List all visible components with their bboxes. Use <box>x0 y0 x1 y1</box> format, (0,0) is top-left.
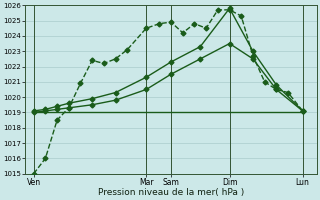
X-axis label: Pression niveau de la mer( hPa ): Pression niveau de la mer( hPa ) <box>98 188 244 197</box>
